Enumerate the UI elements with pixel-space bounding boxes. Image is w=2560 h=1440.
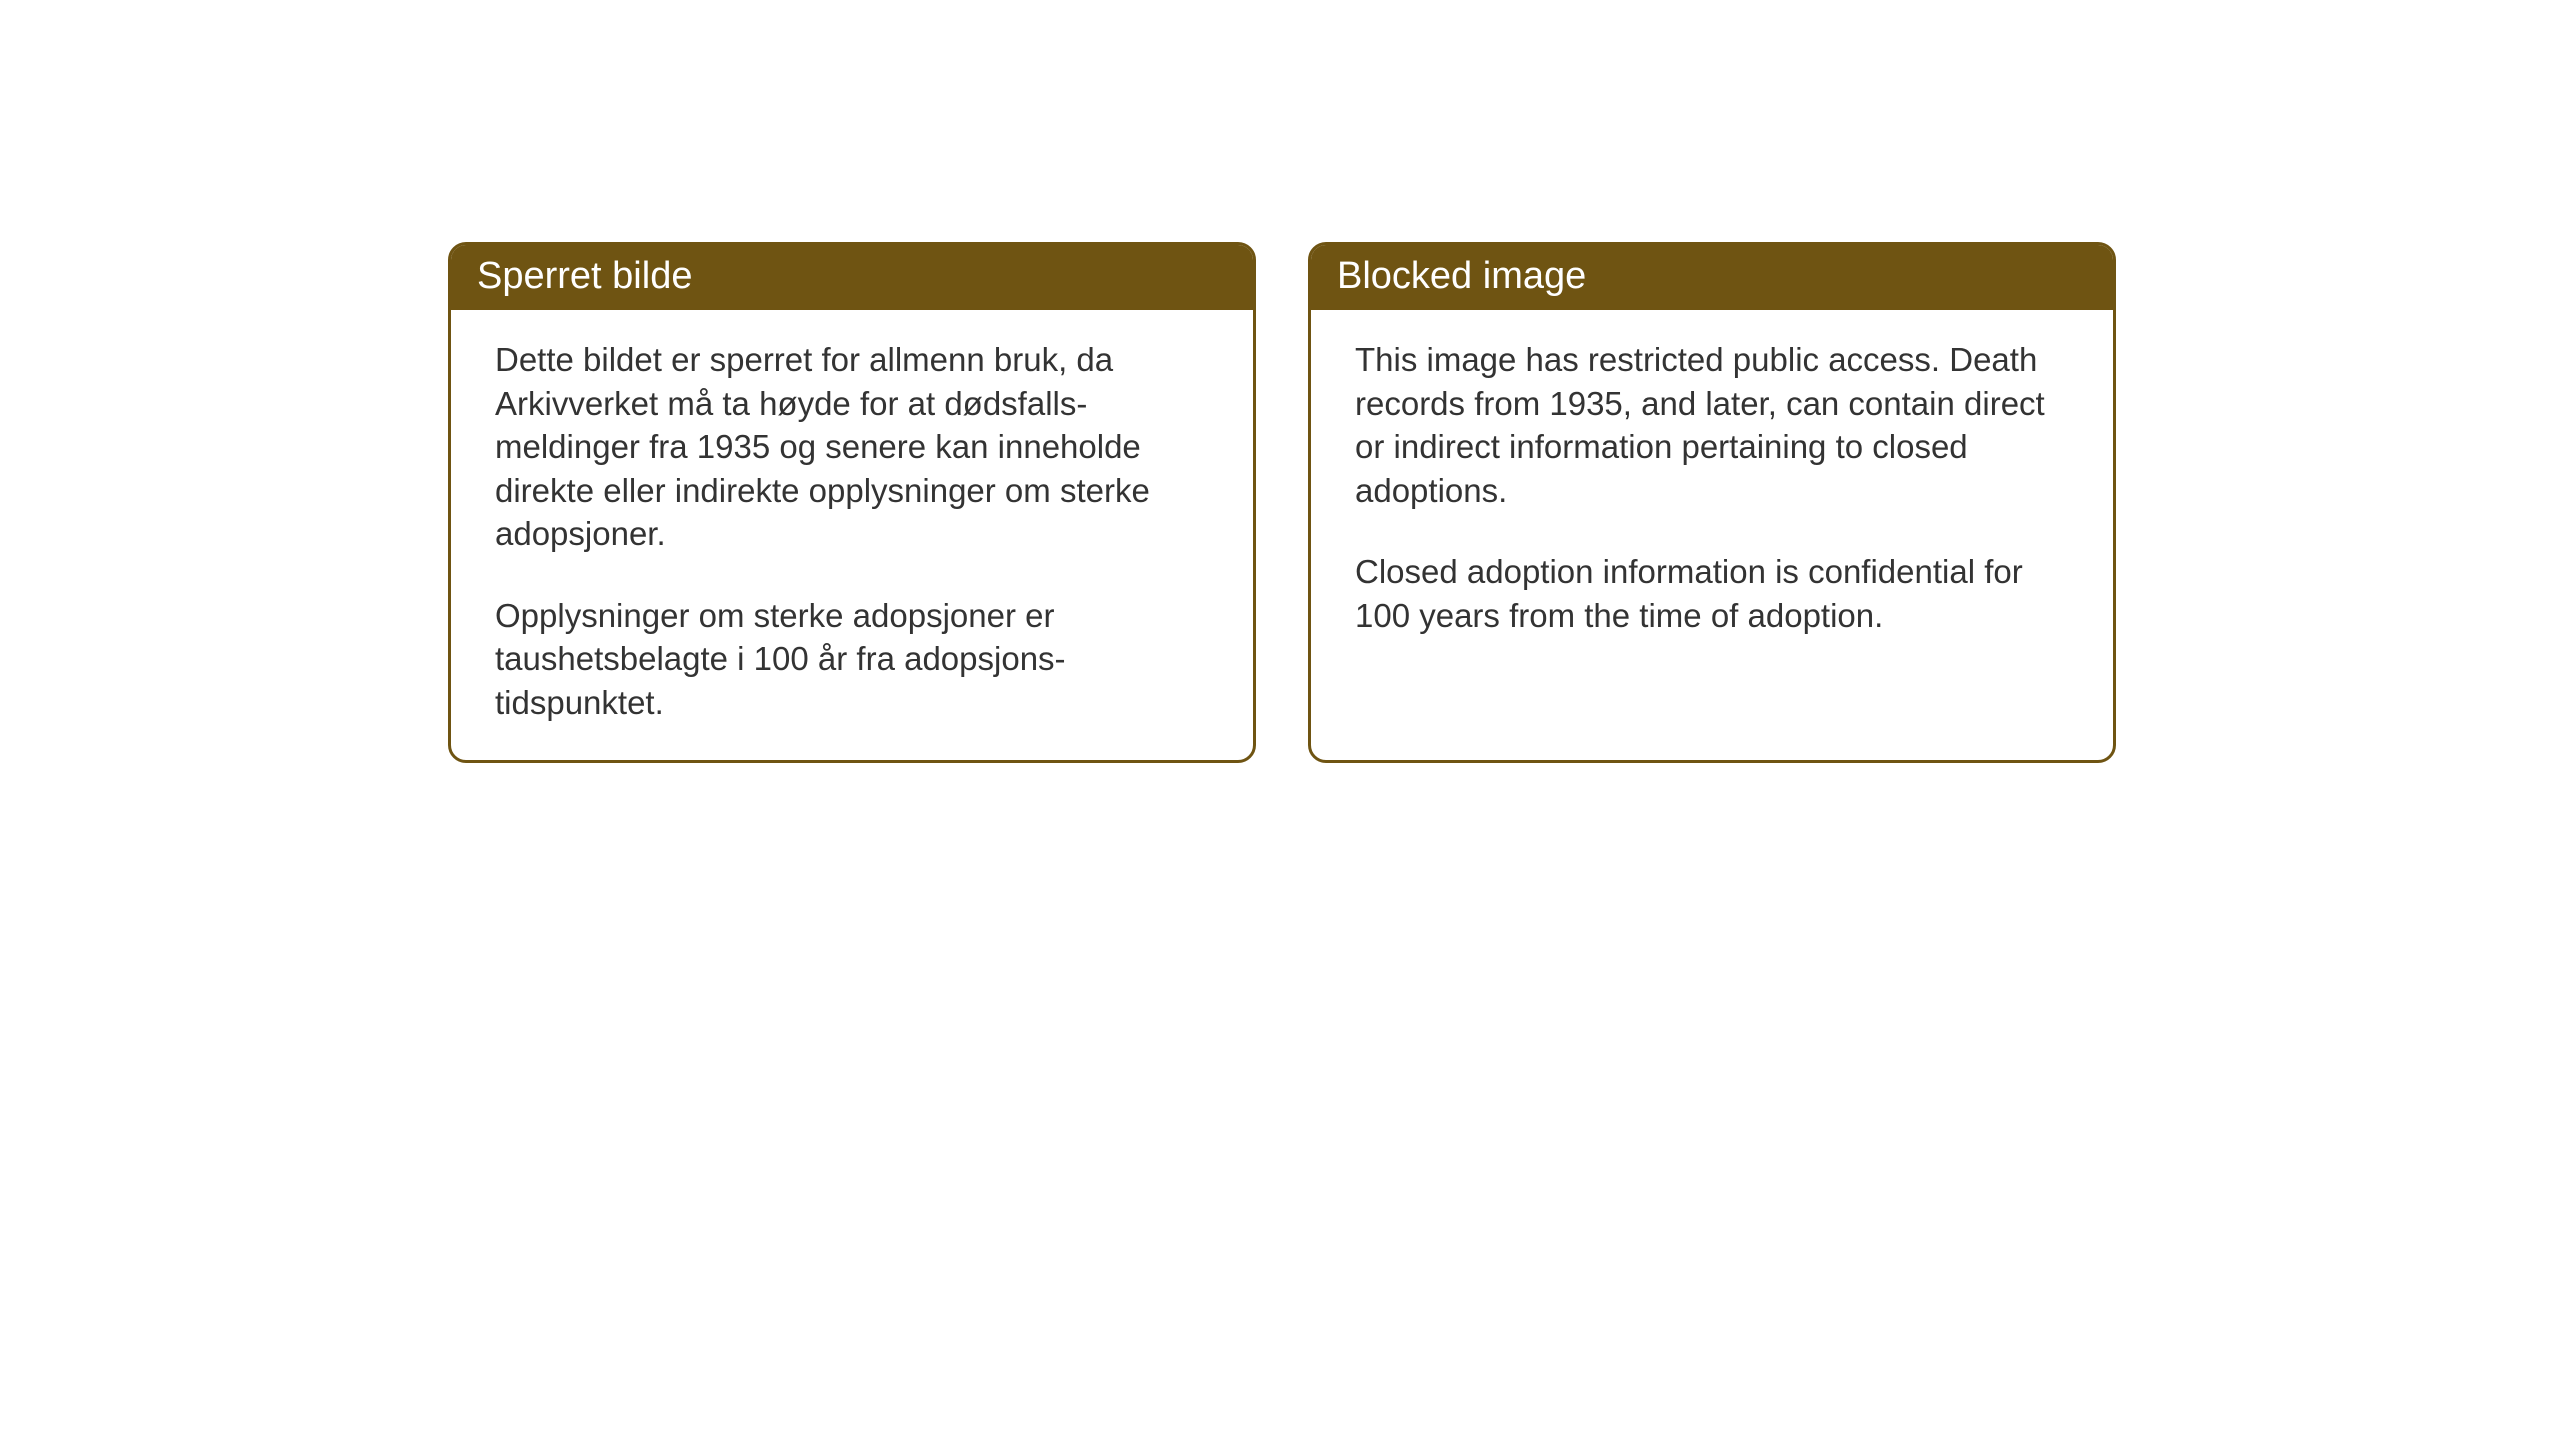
notice-header-norwegian: Sperret bilde bbox=[451, 245, 1253, 310]
notice-container: Sperret bilde Dette bildet er sperret fo… bbox=[448, 242, 2116, 763]
notice-body-norwegian: Dette bildet er sperret for allmenn bruk… bbox=[451, 310, 1253, 760]
notice-paragraph: This image has restricted public access.… bbox=[1355, 338, 2069, 512]
notice-paragraph: Closed adoption information is confident… bbox=[1355, 550, 2069, 637]
notice-paragraph: Opplysninger om sterke adopsjoner er tau… bbox=[495, 594, 1209, 725]
notice-box-english: Blocked image This image has restricted … bbox=[1308, 242, 2116, 763]
notice-paragraph: Dette bildet er sperret for allmenn bruk… bbox=[495, 338, 1209, 556]
notice-body-english: This image has restricted public access.… bbox=[1311, 310, 2113, 710]
notice-box-norwegian: Sperret bilde Dette bildet er sperret fo… bbox=[448, 242, 1256, 763]
notice-header-english: Blocked image bbox=[1311, 245, 2113, 310]
